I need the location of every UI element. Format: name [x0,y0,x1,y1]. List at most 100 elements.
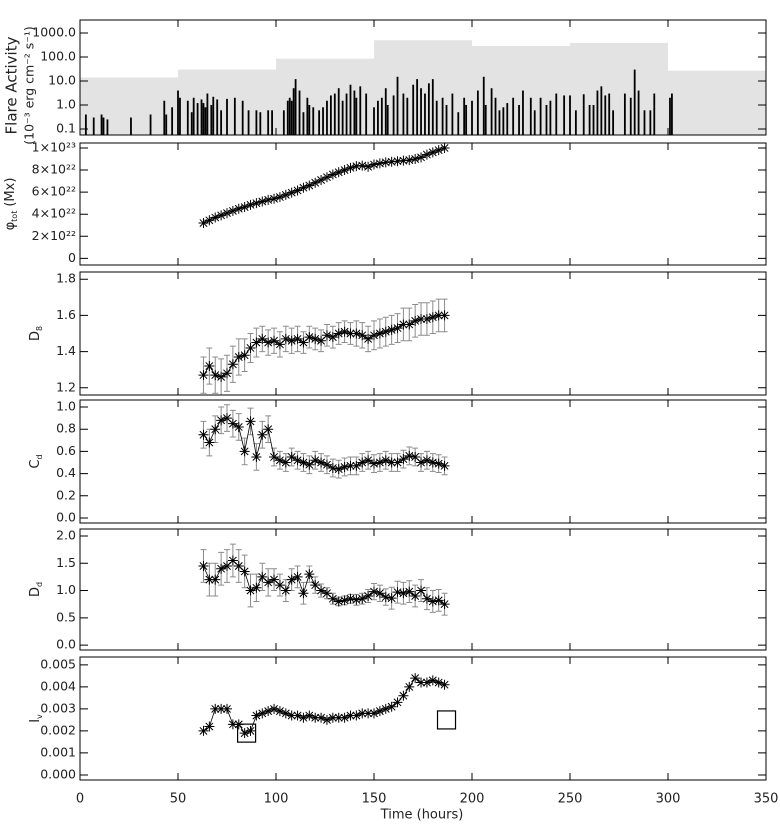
data-point [398,319,409,330]
data-point [263,337,274,348]
flare-bar [506,103,509,135]
square-marker [436,710,457,730]
data-point [222,368,232,379]
data-point [257,571,268,582]
flare-bar [392,95,395,135]
data-point [210,212,221,223]
data-point [345,710,356,721]
data-point [410,154,421,165]
data-point [369,159,379,170]
panel-frame [79,399,767,524]
data-point [251,582,262,593]
square-marker [237,723,257,743]
flare-bar [247,110,250,135]
data-point [374,328,385,339]
y-tick-label: 100.0 [40,49,76,64]
data-point [351,710,362,721]
y-tick-label: 1000.0 [32,25,76,40]
flare-bar [326,100,328,135]
data-point [257,708,268,719]
data-point [398,454,409,465]
data-point [327,463,338,474]
flare-bar [322,107,324,135]
data-point [404,155,415,166]
flare-bar [163,100,166,135]
data-point [310,333,321,344]
flare-bar [424,93,426,135]
data-point [198,560,209,571]
y-tick-label: 8×10²² [32,162,76,177]
flare-bar [518,104,520,135]
flare-bar [427,83,430,135]
data-point [427,312,438,323]
flare-bar [190,112,193,135]
y-tick-label: 0 [68,250,76,265]
data-point [439,460,450,471]
data-point [380,326,391,337]
data-point [198,429,209,440]
flare-bar [353,90,356,135]
data-point [316,585,327,596]
data-point [333,712,344,723]
data-point [245,416,256,427]
flare-bar [482,76,485,135]
y-tick-label: 0.5 [56,609,76,624]
data-point [304,332,315,343]
flare-bar [498,110,501,135]
data-point [374,588,385,599]
y-tick-label: 1.5 [56,555,76,570]
flare-bar [539,97,542,135]
x-tick-label: 300 [656,792,681,807]
data-point [210,574,221,585]
data-point [380,703,391,714]
flare-bar [171,107,174,135]
flare-bar [563,95,566,135]
flare-bar [457,112,460,135]
panel-frame [79,19,767,136]
flare-bar [202,103,205,135]
data-point [363,708,374,719]
flare-bar [592,104,595,135]
data-point [222,560,232,571]
y-tick-label: 0.8 [56,421,76,436]
flare-bar [533,110,536,135]
data-point [316,174,327,185]
y-axis-label: Iv [28,714,44,723]
data-point [298,588,309,599]
data-point [439,679,450,690]
data-point [204,215,215,226]
data-point [286,335,297,346]
background-bar [668,70,766,135]
y-tick-label: 0.2 [56,487,76,502]
flare-bar [130,117,132,135]
flare-bar [359,86,362,135]
y-tick-label: 1.8 [56,271,76,286]
flare-bar [384,88,387,135]
panel-frame [79,142,767,266]
data-point [386,156,397,167]
background-bar [472,45,570,136]
data-point [210,370,221,381]
y-tick-label: 1.6 [56,307,76,322]
flare-bar [212,96,215,135]
data-point [269,703,280,714]
flare-bar [465,104,468,135]
data-point [410,590,421,601]
flare-bar [649,110,652,135]
data-point [257,429,268,440]
data-point [274,192,285,203]
data-point [269,193,280,204]
data-point [404,450,415,461]
flare-bar [445,104,448,135]
flare-bar [267,110,270,135]
y-tick-label: 1×10²³ [32,139,76,154]
data-point [404,319,415,330]
flare-bar [522,90,524,135]
y-axis-subscript: v [35,714,44,719]
data-point [292,571,303,582]
background-bar [80,77,178,135]
y-tick-label: 0.003 [40,700,76,715]
data-point [392,156,403,167]
data-point [263,194,274,205]
data-point [345,162,356,173]
